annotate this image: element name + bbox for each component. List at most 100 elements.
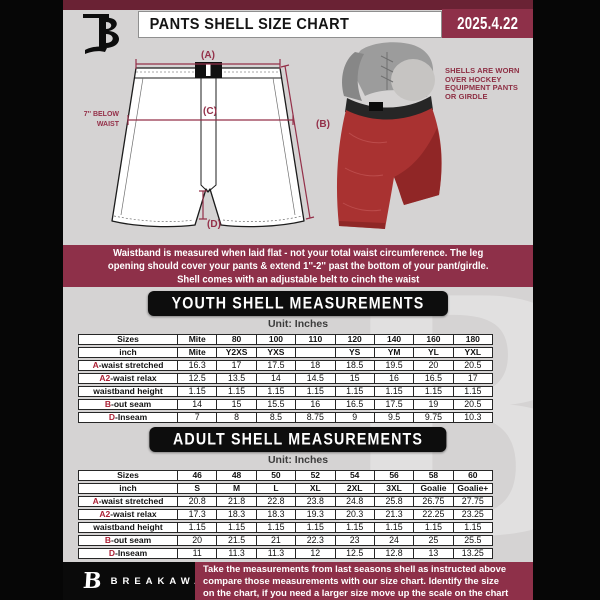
value-cell: 18 [296,360,336,371]
value-cell: 20.8 [178,496,218,507]
value-cell: 25.5 [453,535,493,546]
size-header-cell: YXS [256,347,297,358]
value-cell: 26.75 [414,496,454,507]
size-header-cell: YL [414,347,454,358]
value-cell: 23.25 [453,509,493,520]
size-header-cell: Goalie+ [453,483,493,494]
date-label: 2025.4.22 [456,13,519,34]
size-header-cell: 180 [453,334,493,345]
size-header-cell: YS [335,347,375,358]
value-cell: 18.3 [217,509,257,520]
table-row: Sizes 46 48 50 52 54 56 58 60 [78,470,493,481]
footer-instructions-text: Take the measurements from last seasons … [203,563,509,598]
value-cell: 11.3 [256,548,297,559]
value-cell: 25.8 [374,496,415,507]
row-label: A-waist stretched [78,360,178,371]
value-cell: 19 [414,399,454,410]
value-cell: 1.15 [414,386,454,397]
size-header-cell: Y2XS [217,347,257,358]
size-header-cell: L [256,483,297,494]
value-cell: 22.8 [256,496,297,507]
size-header-cell: 48 [217,470,257,481]
value-cell: 20.5 [453,360,493,371]
table-row: Sizes Mite 80 100 110 120 140 160 180 [78,334,493,345]
value-cell: 20.3 [335,509,375,520]
value-cell: 24 [374,535,415,546]
value-cell: 22.3 [296,535,336,546]
value-cell: 14 [256,373,297,384]
waistband-notice-text: Waistband is measured when laid flat - n… [107,247,489,285]
value-cell: 27.75 [453,496,493,507]
row-label: D-Inseam [78,412,178,423]
size-header-cell: 3XL [374,483,415,494]
value-cell: 1.15 [335,386,375,397]
footer-brand-lockup: B BREAKAWAY [82,568,217,594]
youth-section-banner: YOUTH SHELL MEASUREMENTS [147,291,449,316]
measure-letter: A2 [99,509,111,519]
table-row: inch Mite Y2XS YXS YS YM YL YXL [78,347,493,358]
adult-size-table: Sizes 46 48 50 52 54 56 58 60 inch S M L XL 2XL 3XL Goal… [78,468,493,561]
value-cell: 15 [335,373,375,384]
value-cell: 20 [414,360,454,371]
table-row: A-waist stretched 16.3 17 17.5 18 18.5 19.5 20 2… [78,360,493,371]
row-label: Sizes [78,334,178,345]
pants-measurement-diagram: (A) (C) (B) (D) 7'' BELOW WAIST [84,50,330,230]
value-cell: 1.15 [374,386,415,397]
footer-instructions-box: Take the measurements from last seasons … [195,562,533,600]
table-row: D-Inseam 11 11.3 11.3 12 12.5 12.8 13 13.25 [78,548,493,559]
waistband-notice-banner: Waistband is measured when laid flat - n… [63,245,533,287]
diagram-label-c: (C) [203,106,217,117]
size-header-cell: 46 [178,470,218,481]
size-header-cell: 50 [256,470,297,481]
shell-worn-note: SHELLS ARE WORN OVER HOCKEY EQUIPMENT PA… [445,66,520,101]
value-cell: 1.15 [335,522,375,533]
measure-letter: D [108,548,115,558]
adult-unit-label: Unit: Inches [267,454,329,466]
shell-belt [345,96,433,122]
value-cell: 20 [178,535,218,546]
diagram-label-d: (D) [207,219,221,230]
value-cell: 8 [217,412,257,423]
value-cell: 22.25 [414,509,454,520]
size-header-cell [296,347,336,358]
value-cell: 17.5 [256,360,297,371]
value-cell: 14.5 [296,373,336,384]
footer-bar: B BREAKAWAY Take the measurements from l… [63,562,533,600]
measure-letter: B [104,535,111,545]
shell-photo-illustration [336,42,442,229]
value-cell: 11.3 [217,548,257,559]
row-label: B-out seam [78,535,178,546]
youth-size-table: Sizes Mite 80 100 110 120 140 160 180 inch Mite Y2X… [78,332,493,425]
value-cell: 15.5 [256,399,297,410]
title-bar: PANTS SHELL SIZE CHART [138,11,442,38]
size-header-cell: Mite [178,334,218,345]
value-cell: 12.5 [335,548,375,559]
value-cell: 17.3 [178,509,218,520]
size-header-cell: S [178,483,218,494]
value-cell: 12.5 [178,373,218,384]
value-cell: 14 [178,399,218,410]
measure-letter: A2 [99,373,111,383]
breakaway-logo-icon: B [82,568,103,594]
adult-section-banner: ADULT SHELL MEASUREMENTS [149,427,447,452]
value-cell: 16.5 [335,399,375,410]
adult-section-title: ADULT SHELL MEASUREMENTS [172,430,424,449]
value-cell: 17 [453,373,493,384]
row-label: inch [78,347,178,358]
brand-name: BREAKAWAY [110,575,217,587]
youth-unit-label: Unit: Inches [267,318,329,330]
breakaway-logo-icon [83,14,120,54]
size-header-cell: Goalie [414,483,454,494]
value-cell: 23.8 [296,496,336,507]
value-cell: 24.8 [335,496,375,507]
size-header-cell: 120 [335,334,375,345]
value-cell: 1.15 [178,522,218,533]
value-cell: 8.5 [256,412,297,423]
row-label: waistband height [78,522,178,533]
table-row: B-out seam 14 15 15.5 16 16.5 17.5 19 20.5 [78,399,493,410]
value-cell: 17.5 [374,399,415,410]
table-row: waistband height 1.15 1.15 1.15 1.15 1.15 1.15… [78,386,493,397]
size-header-cell: 160 [414,334,454,345]
value-cell: 13 [414,548,454,559]
